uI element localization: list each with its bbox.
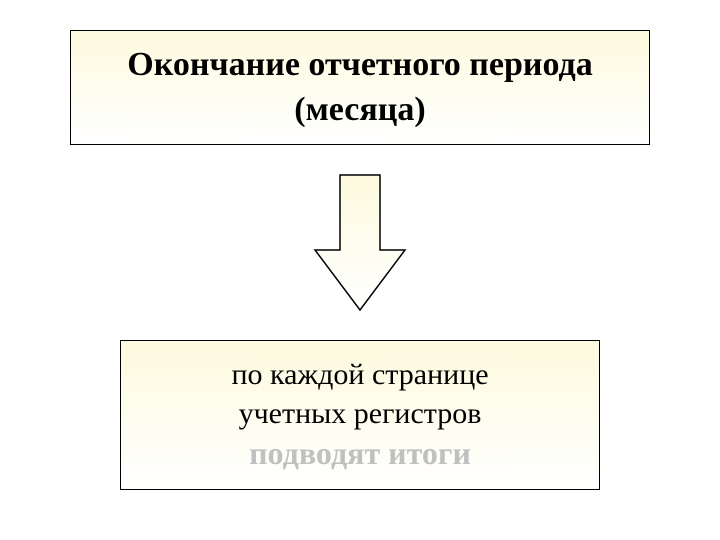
down-arrow <box>310 170 410 315</box>
bottom-line-2: учетных регистров <box>239 394 482 433</box>
bottom-box: по каждой странице учетных регистров под… <box>120 340 600 490</box>
top-box: Окончание отчетного периода (месяца) <box>70 30 650 145</box>
arrow-icon <box>310 170 410 315</box>
top-line-2: (месяца) <box>294 88 425 132</box>
top-line-1: Окончание отчетного периода <box>127 43 592 87</box>
bottom-emphasis: подводят итоги <box>249 433 471 475</box>
bottom-line-1: по каждой странице <box>231 355 488 394</box>
